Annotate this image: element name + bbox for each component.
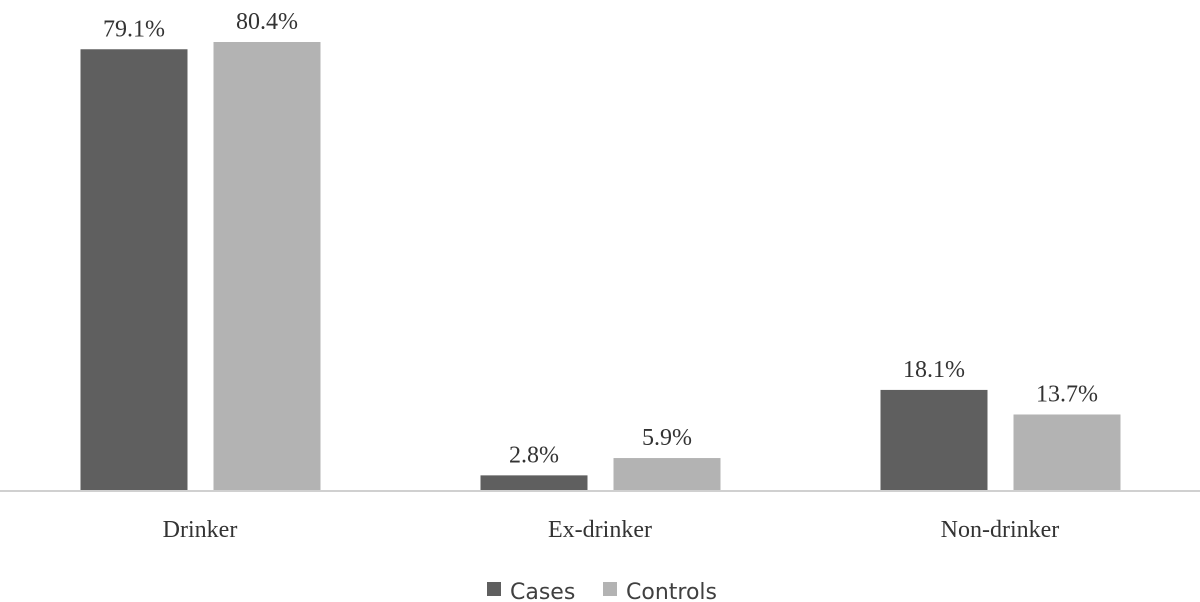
bar-cases-drinker (80, 49, 188, 491)
category-label-drinker: Drinker (163, 517, 238, 543)
legend-swatch-cases (487, 582, 501, 596)
data-label-cases-non-drinker: 18.1% (903, 357, 965, 383)
data-label-cases-drinker: 79.1% (103, 16, 165, 42)
category-label-non-drinker: Non-drinker (941, 517, 1060, 543)
bar-cases-ex-drinker (480, 475, 588, 491)
data-labels-layer: 79.1% 80.4% 2.8% 5.9% 18.1% 13.7% (103, 9, 1098, 468)
bar-controls-ex-drinker (613, 458, 721, 491)
bar-controls-drinker (213, 42, 321, 491)
bar-controls-non-drinker (1013, 414, 1121, 491)
legend-swatch-controls (603, 582, 617, 596)
legend: Cases Controls (487, 580, 717, 602)
bars-layer (80, 42, 1121, 491)
category-label-ex-drinker: Ex-drinker (548, 517, 652, 543)
bar-cases-non-drinker (880, 389, 988, 491)
category-labels-layer: Drinker Ex-drinker Non-drinker (163, 517, 1060, 543)
data-label-controls-ex-drinker: 5.9% (642, 425, 692, 451)
data-label-controls-non-drinker: 13.7% (1036, 381, 1098, 407)
data-label-controls-drinker: 80.4% (236, 9, 298, 35)
legend-label-controls: Controls (626, 580, 717, 602)
data-label-cases-ex-drinker: 2.8% (509, 442, 559, 468)
legend-label-cases: Cases (510, 580, 575, 602)
